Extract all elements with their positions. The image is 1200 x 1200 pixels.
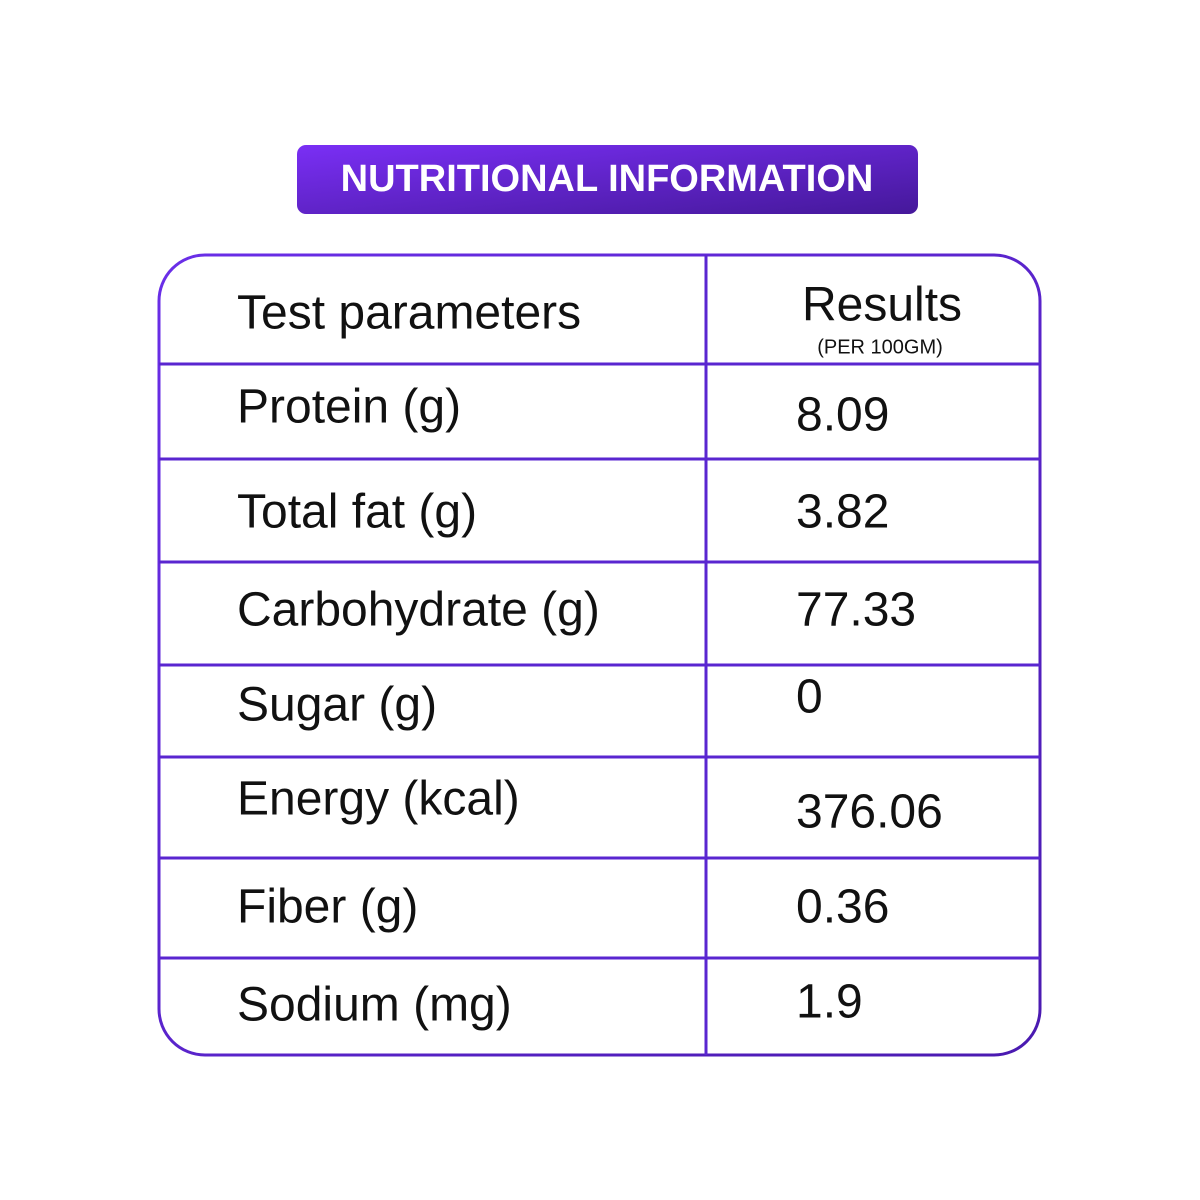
column-header: Test parameters <box>237 287 581 340</box>
table: Test parameters Results (PER 100GM) <box>157 253 1042 1057</box>
parameter: Total fat (g) <box>237 486 477 539</box>
title: NUTRITIONAL INFORMATION <box>341 158 874 200</box>
table-border <box>157 253 1042 1057</box>
result: 8.09 <box>796 389 889 442</box>
result: 376.06 <box>796 786 943 839</box>
result: 1.9 <box>796 976 863 1029</box>
result: 0 <box>796 671 823 724</box>
result: 0.36 <box>796 881 889 934</box>
title-badge <box>297 145 918 214</box>
result: 3.82 <box>796 486 889 539</box>
parameter: Fiber (g) <box>237 881 418 934</box>
parameter: Sodium (mg) <box>237 979 512 1032</box>
parameter: Carbohydrate (g) <box>237 584 600 637</box>
column-header: Results <box>802 279 962 332</box>
column-note: (PER 100GM) <box>817 336 943 358</box>
parameter: Sugar (g) <box>237 679 437 732</box>
parameter: Protein (g) <box>237 381 461 434</box>
result: 77.33 <box>796 584 916 637</box>
parameter: Energy (kcal) <box>237 773 520 826</box>
